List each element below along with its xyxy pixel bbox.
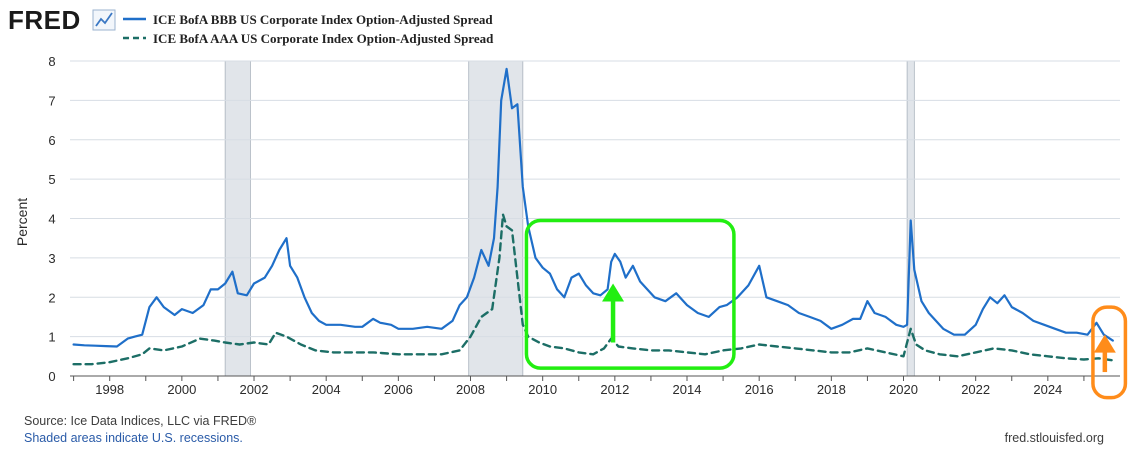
y-axis-label: Percent (14, 198, 30, 246)
x-tick-2018: 2018 (817, 382, 846, 397)
x-tick-2004: 2004 (312, 382, 341, 397)
y-tick-2: 2 (48, 290, 55, 305)
x-tick-2022: 2022 (961, 382, 990, 397)
y-tick-8: 8 (48, 54, 55, 69)
source-note: Source: Ice Data Indices, LLC via FRED® (24, 414, 257, 428)
y-tick-5: 5 (48, 172, 55, 187)
series-line-bbb (72, 67, 1114, 348)
site-url[interactable]: fred.stlouisfed.org (1004, 431, 1104, 445)
annotations (524, 218, 1128, 400)
legend-label-aaa: ICE BofA AAA US Corporate Index Option-A… (153, 31, 494, 46)
y-tick-6: 6 (48, 133, 55, 148)
y-tick-7: 7 (48, 93, 55, 108)
y-tick-4: 4 (48, 212, 55, 227)
series-lines (72, 67, 1115, 366)
fred-logo[interactable]: FRED (8, 5, 81, 35)
arrow-head-3 (1093, 334, 1116, 353)
x-tick-2016: 2016 (745, 382, 774, 397)
y-tick-3: 3 (48, 251, 55, 266)
legend-label-bbb: ICE BofA BBB US Corporate Index Option-A… (153, 12, 493, 27)
x-tick-2008: 2008 (456, 382, 485, 397)
x-tick-2012: 2012 (600, 382, 629, 397)
x-tick-2006: 2006 (384, 382, 413, 397)
y-axis: 0 1 2 3 4 5 6 7 8 (48, 54, 55, 384)
x-tick-2002: 2002 (240, 382, 269, 397)
x-tick-2020: 2020 (889, 382, 918, 397)
x-axis: 1998 2000 2002 2004 2006 2008 2010 2012 2014 2016… (70, 375, 1120, 397)
legend: ICE BofA BBB US Corporate Index Option-A… (123, 12, 494, 46)
x-tick-2014: 2014 (673, 382, 702, 397)
recession-note-link[interactable]: Shaded areas indicate U.S. recessions. (24, 431, 243, 445)
y-tick-0: 0 (48, 369, 55, 384)
chart-line-icon (92, 9, 116, 31)
series-line-aaa (72, 213, 1115, 366)
arrow-head-1 (602, 283, 625, 302)
x-tick-2024: 2024 (1033, 382, 1062, 397)
x-tick-1998: 1998 (95, 382, 124, 397)
highlight-box-0 (524, 218, 736, 370)
y-tick-1: 1 (48, 330, 55, 345)
x-tick-2000: 2000 (167, 382, 196, 397)
highlight-box-2 (1091, 305, 1128, 400)
x-tick-2010: 2010 (528, 382, 557, 397)
